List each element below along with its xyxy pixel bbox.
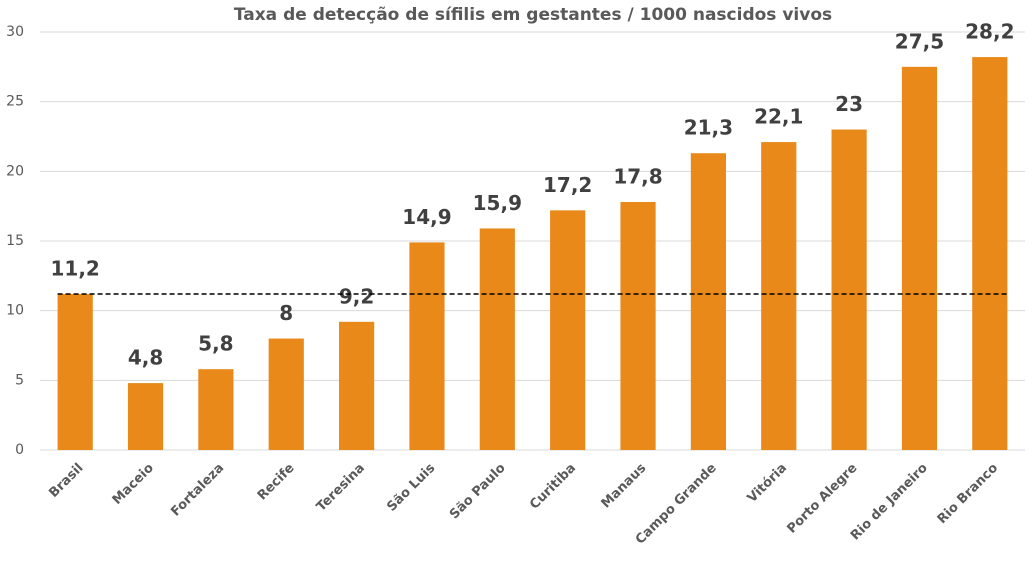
y-tick-label: 15 (6, 233, 24, 249)
bar (901, 66, 938, 450)
chart-title: Taxa de detecção de sífilis em gestantes… (234, 5, 832, 25)
y-tick-label: 20 (6, 163, 24, 179)
data-label: 5,8 (198, 332, 233, 356)
bar (57, 293, 93, 450)
data-label: 17,2 (543, 173, 592, 197)
bar (550, 210, 586, 450)
y-tick-label: 10 (6, 303, 24, 319)
x-tick-label: Rio Branco (935, 461, 1001, 527)
data-label: 14,9 (402, 205, 451, 229)
y-tick-label: 30 (6, 24, 24, 40)
bar (409, 242, 445, 450)
x-tick-label: Rio de Janeiro (848, 461, 931, 544)
x-tick-label: Vitória (745, 461, 790, 506)
data-label: 21,3 (684, 116, 733, 140)
data-label: 9,2 (339, 284, 374, 308)
data-label: 8 (279, 301, 293, 325)
bar (761, 142, 797, 450)
x-tick-label: Fortaleza (168, 461, 227, 520)
x-tick-label: Recife (255, 461, 298, 504)
y-tick-label: 5 (15, 372, 24, 388)
bar (479, 228, 515, 450)
data-label: 15,9 (473, 191, 522, 215)
data-label: 11,2 (50, 256, 99, 280)
bar (620, 201, 656, 450)
x-tick-label: Porto Alegre (784, 461, 860, 537)
y-tick-label: 0 (15, 442, 24, 458)
data-label: 27,5 (895, 29, 944, 53)
bar (690, 153, 726, 450)
data-label: 17,8 (613, 164, 662, 188)
bar (198, 369, 234, 450)
x-tick-label: São Paulo (447, 461, 509, 523)
bar (268, 338, 304, 450)
data-label: 4,8 (128, 346, 163, 370)
x-tick-label: Curitiba (527, 461, 579, 513)
data-label: 23 (835, 92, 863, 116)
x-tick-label: São Luis (384, 461, 438, 515)
data-label: 22,1 (754, 105, 803, 129)
bar (831, 129, 867, 451)
bar (127, 383, 164, 450)
x-tick-label: Manaus (599, 461, 650, 512)
data-label: 28,2 (965, 20, 1014, 44)
y-tick-label: 25 (6, 94, 24, 110)
x-tick-label: Maceio (110, 461, 157, 508)
bar (972, 57, 1008, 450)
x-tick-label: Brasil (46, 461, 86, 501)
x-tick-label: Teresina (314, 461, 368, 515)
bar (339, 321, 375, 450)
